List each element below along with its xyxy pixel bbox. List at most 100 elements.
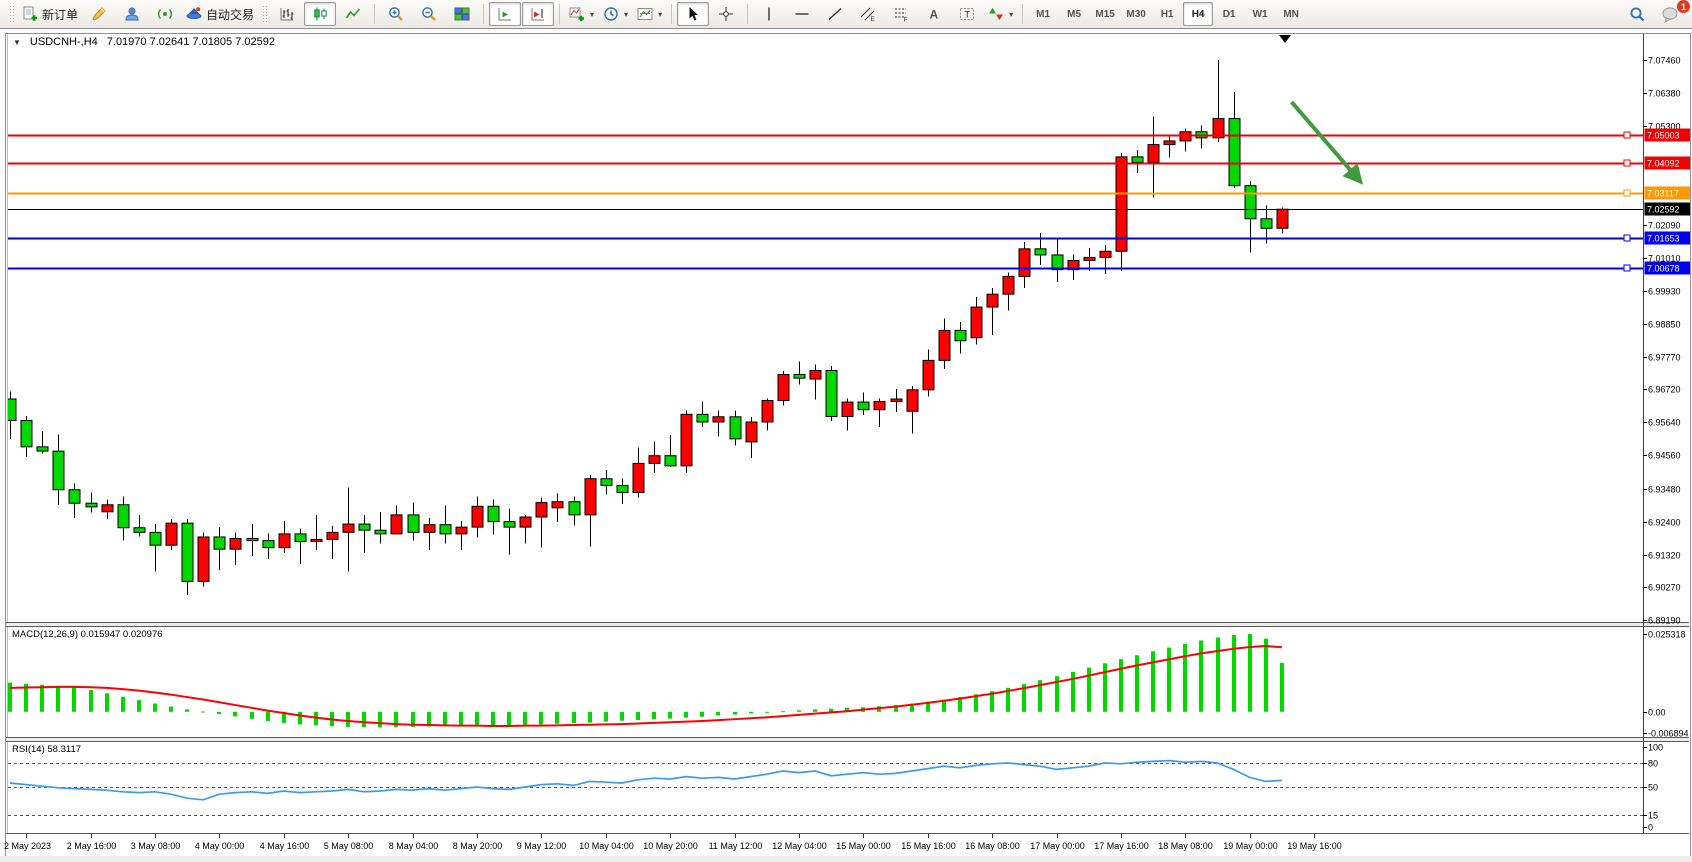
templates-button[interactable]: ▾	[633, 2, 666, 26]
new-order-button[interactable]: 新订单	[18, 2, 82, 26]
timeframe-button-M5[interactable]: M5	[1067, 8, 1082, 20]
notifications-button[interactable]: 1	[1654, 0, 1690, 26]
timeframe-button-MN[interactable]: MN	[1283, 8, 1299, 20]
macd-histogram-bar	[443, 711, 447, 727]
indicators-button[interactable]: ▾	[565, 2, 598, 26]
rsi-axis-label: 100	[1648, 743, 1663, 753]
macd-histogram-bar	[201, 711, 205, 713]
collapse-triangle-icon[interactable]: ▼	[13, 37, 21, 47]
chart-shift-marker[interactable]	[1279, 35, 1291, 43]
toolbar-grip[interactable]	[9, 5, 14, 23]
rsi-layer	[8, 759, 1643, 816]
fibonacci-tool-button[interactable]: F	[885, 2, 917, 26]
candle	[358, 523, 371, 531]
date-label: 17 May 00:00	[1030, 841, 1085, 851]
signals-button[interactable]	[149, 2, 181, 26]
vertical-line-tool-button[interactable]	[753, 2, 785, 26]
candle	[117, 504, 130, 529]
cursor-tool-button[interactable]	[677, 2, 710, 26]
candle	[777, 373, 790, 402]
highlighter-button[interactable]	[83, 2, 115, 26]
candle	[1131, 156, 1144, 163]
macd-histogram-bar	[378, 711, 382, 728]
candle	[648, 455, 661, 464]
candle	[1260, 218, 1273, 229]
timeframe-button-M1[interactable]: M1	[1036, 8, 1051, 20]
candle	[954, 329, 967, 342]
macd-histogram-bar	[942, 699, 946, 712]
candle	[825, 369, 838, 417]
price-badge	[1644, 202, 1690, 216]
macd-histogram-bar	[298, 711, 302, 725]
candle	[535, 502, 548, 518]
macd-histogram-bar	[926, 701, 930, 712]
macd-histogram-bar	[1232, 634, 1236, 712]
hline-handle[interactable]	[1623, 159, 1631, 167]
macd-histogram-bar	[845, 707, 849, 712]
crayon-icon	[92, 7, 106, 21]
candle	[455, 526, 468, 535]
candle	[938, 329, 951, 361]
horizontal-line-tool-button[interactable]	[786, 2, 818, 26]
macd-histogram-bar	[24, 683, 28, 712]
crosshair-tool-button[interactable]	[710, 2, 742, 26]
macd-histogram-bar	[1135, 655, 1139, 712]
date-label: 9 May 12:00	[517, 841, 567, 851]
candle	[1002, 275, 1015, 295]
equidistant-channel-tool-button[interactable]: E	[852, 2, 884, 26]
candle	[568, 501, 581, 516]
arrows-tool-button[interactable]: ▾	[984, 2, 1017, 26]
timeframe-button-W1[interactable]: W1	[1252, 8, 1268, 20]
macd-histogram-bar	[636, 711, 640, 721]
shapes-icon	[989, 8, 1004, 20]
timeframe-button-H4[interactable]: H4	[1183, 2, 1214, 26]
macd-histogram-bar	[684, 711, 688, 718]
tile-windows-button[interactable]	[446, 2, 478, 26]
macd-histogram-bar	[346, 711, 350, 727]
macd-histogram-bar	[829, 708, 833, 712]
price-axis-label: 6.95640	[1648, 418, 1681, 428]
bar-chart-icon	[280, 8, 294, 21]
auto-scroll-icon	[498, 8, 512, 21]
timeframe-button-M30[interactable]: M30	[1126, 8, 1146, 20]
zoom-in-button[interactable]	[380, 2, 412, 26]
timeframe-button-H1[interactable]: H1	[1160, 8, 1174, 20]
chart-type-candles-button[interactable]	[304, 2, 337, 26]
chart-shift-button[interactable]	[522, 2, 555, 26]
chart-type-bars-button[interactable]	[271, 2, 303, 26]
auto-scroll-button[interactable]	[489, 2, 522, 26]
candle	[1083, 256, 1096, 261]
community-button[interactable]	[116, 2, 148, 26]
hline-handle[interactable]	[1623, 264, 1631, 272]
candle	[1051, 254, 1064, 271]
auto-trading-button[interactable]: 自动交易	[182, 2, 258, 26]
periods-button[interactable]: ▾	[599, 2, 632, 26]
line-chart-icon	[345, 8, 361, 19]
date-label: 4 May 16:00	[260, 841, 310, 851]
timeframe-button-M15[interactable]: M15	[1095, 8, 1115, 20]
candle	[1276, 208, 1289, 229]
hline-handle[interactable]	[1623, 189, 1631, 197]
price-badge	[1644, 186, 1690, 200]
candles-layer	[8, 60, 1289, 596]
candle	[696, 413, 709, 423]
candle	[664, 455, 677, 467]
timeframe-button-D1[interactable]: D1	[1222, 8, 1236, 20]
trendline-tool-button[interactable]	[819, 2, 851, 26]
candle	[1244, 185, 1257, 220]
rsi-axis-label: 15	[1648, 811, 1658, 821]
candle	[970, 306, 983, 339]
hline-handle[interactable]	[1623, 131, 1631, 139]
candle	[519, 516, 532, 528]
text-label-tool-button[interactable]: T	[951, 2, 983, 26]
toolbar-grip[interactable]	[262, 5, 268, 23]
search-button[interactable]	[1621, 2, 1653, 26]
hline-handle[interactable]	[1623, 234, 1631, 242]
chart-type-line-button[interactable]	[337, 2, 369, 26]
trend-arrow-annotation[interactable]	[1290, 100, 1364, 185]
text-tool-button[interactable]: A	[918, 2, 950, 26]
chart-shift-icon	[531, 8, 545, 21]
date-label: 10 May 04:00	[579, 841, 634, 851]
zoom-out-button[interactable]	[413, 2, 445, 26]
